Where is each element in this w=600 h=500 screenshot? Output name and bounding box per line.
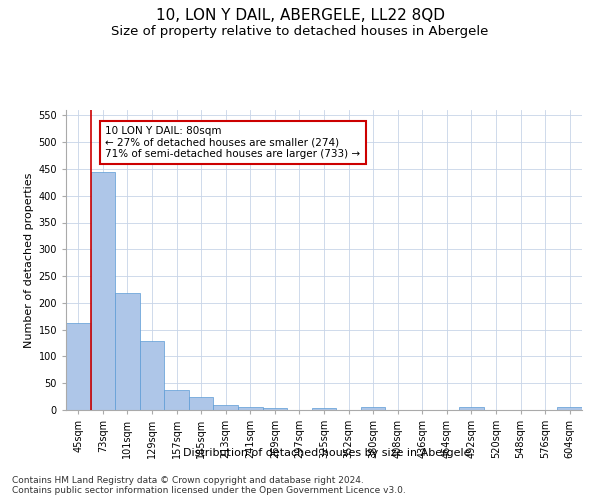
Bar	[238, 408, 263, 410]
Text: 10, LON Y DAIL, ABERGELE, LL22 8QD: 10, LON Y DAIL, ABERGELE, LL22 8QD	[155, 8, 445, 22]
Bar	[189, 397, 214, 410]
Text: Contains HM Land Registry data © Crown copyright and database right 2024.
Contai: Contains HM Land Registry data © Crown c…	[12, 476, 406, 495]
Bar	[66, 322, 91, 410]
Bar	[263, 408, 287, 410]
Bar	[361, 408, 385, 410]
Text: Distribution of detached houses by size in Abergele: Distribution of detached houses by size …	[183, 448, 471, 458]
Bar	[164, 390, 189, 410]
Bar	[557, 408, 582, 410]
Bar	[140, 341, 164, 410]
Bar	[115, 292, 140, 410]
Bar	[312, 408, 336, 410]
Text: 10 LON Y DAIL: 80sqm
← 27% of detached houses are smaller (274)
71% of semi-deta: 10 LON Y DAIL: 80sqm ← 27% of detached h…	[106, 126, 361, 160]
Bar	[459, 408, 484, 410]
Y-axis label: Number of detached properties: Number of detached properties	[24, 172, 34, 348]
Text: Size of property relative to detached houses in Abergele: Size of property relative to detached ho…	[112, 25, 488, 38]
Bar	[214, 404, 238, 410]
Bar	[91, 172, 115, 410]
